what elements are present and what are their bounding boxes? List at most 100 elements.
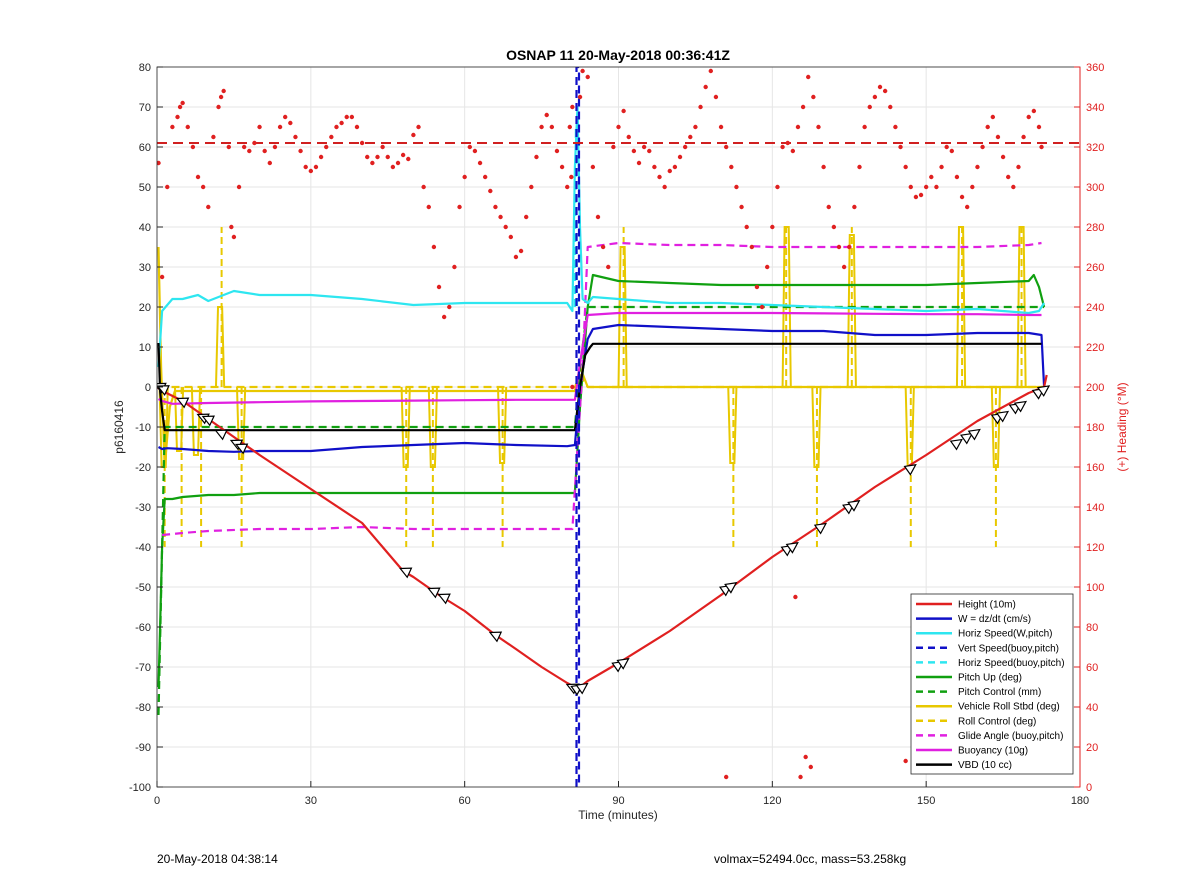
y-tick-label: -100 [129,782,151,794]
x-tick-label: 150 [917,795,935,807]
heading-point [913,194,919,200]
heading-point [544,112,549,118]
heading-point [606,264,611,270]
legend-entry-glide-angle-buoy-pitch: Glide Angle (buoy,pitch) [916,731,1063,742]
heading-point [765,264,770,270]
heading-point [241,144,247,150]
heading-point [749,244,755,250]
heading-point [206,204,211,210]
heading-point [980,144,985,150]
heading-point [888,104,893,110]
heading-point [580,68,585,74]
y-tick-label: -20 [135,462,151,474]
heading-point [231,234,237,240]
legend-entry-height-10m: Height (10m) [916,600,1016,611]
heading-point [759,304,765,310]
y2-tick-label: 120 [1086,542,1104,554]
heading-point [549,124,555,130]
heading-point [934,184,939,190]
vehicle-roll-spike [235,386,247,460]
heading-point [170,124,175,130]
heading-point [567,124,572,130]
height-arrow-marker [847,499,861,512]
legend-label: Vert Speed(buoy,pitch) [958,643,1059,654]
heading-point [803,754,808,760]
vehicle-roll-spike [990,386,1002,468]
heading-point [585,74,590,80]
heading-point [877,84,883,90]
y2-tick-label: 140 [1086,502,1104,514]
height-arrow-marker [813,522,828,535]
heading-point [257,124,262,130]
y-tick-label: 20 [139,302,151,314]
heading-point [944,144,949,150]
heading-point [334,124,339,130]
series-vert-speed-buoy-pitch [575,67,581,787]
heading-point [754,284,760,290]
heading-point [513,254,519,260]
height-arrow-marker [616,657,630,670]
heading-point [503,224,508,230]
heading-point [324,144,329,150]
heading-point [903,164,908,170]
heading-point [447,304,452,310]
y2-tick-label: 200 [1086,382,1104,394]
heading-point [272,144,278,150]
heading-point [949,148,955,154]
heading-point [693,124,698,130]
legend-label: W = dz/dt (cm/s) [958,614,1031,625]
heading-point [195,174,201,180]
y2-tick-label: 100 [1086,582,1104,594]
heading-point [811,94,816,100]
y-tick-label: 30 [139,262,151,274]
heading-point [808,764,813,770]
heading-point [964,204,970,210]
height-arrow-marker [175,397,190,409]
heading-point [524,214,529,220]
heading-point [236,184,242,190]
x-axis: 0 30 60 90 120 150 180 [154,781,1089,807]
heading-point [370,160,375,166]
height-arrow-marker [1013,400,1028,413]
vehicle-roll-spike [214,306,226,388]
heading-point [165,184,170,190]
footer-volume-mass: volmax=52494.0cc, mass=53.258kg [714,852,907,866]
height-arrow-marker [234,443,249,455]
heading-point [867,104,872,110]
heading-point [795,124,801,130]
y-tick-label: 10 [139,342,151,354]
heading-point [277,124,283,130]
heading-point [975,164,980,170]
heading-point [267,160,273,166]
y-tick-label: 40 [139,222,151,234]
legend-entry-pitch-control-mm: Pitch Control (mm) [916,687,1041,698]
height-arrow-marker [575,682,589,695]
height-arrow-marker [437,593,451,605]
heading-point [836,244,842,250]
heading-point [990,114,996,120]
heading-point [621,108,626,114]
y2-tick-label: 240 [1086,302,1104,314]
heading-point [682,144,688,150]
heading-point [847,244,852,250]
heading-point [180,100,185,106]
heading-point [590,164,596,170]
heading-point [903,758,908,764]
heading-point [1021,134,1026,140]
y-axis-right: 0 20 40 60 80 100 120 140 160 180 200 220 240 260 280 3… [1074,62,1104,794]
height-arrow-marker [967,428,981,441]
legend-entry-buoyancy-10g: Buoyancy (10g) [916,746,1028,757]
y-tick-label: 0 [145,382,151,394]
y2-tick-label: 20 [1086,742,1098,754]
heading-point [529,184,534,190]
heading-point [631,148,637,154]
height-arrow-marker [399,567,413,579]
heading-point [713,94,719,100]
chart-title: OSNAP 11 20-May-2018 00:36:41Z [506,47,730,63]
x-tick-label: 60 [459,795,471,807]
heading-point [600,244,606,250]
legend-label: Height (10m) [958,600,1016,611]
heading-point [569,174,574,180]
x-tick-label: 0 [154,795,160,807]
